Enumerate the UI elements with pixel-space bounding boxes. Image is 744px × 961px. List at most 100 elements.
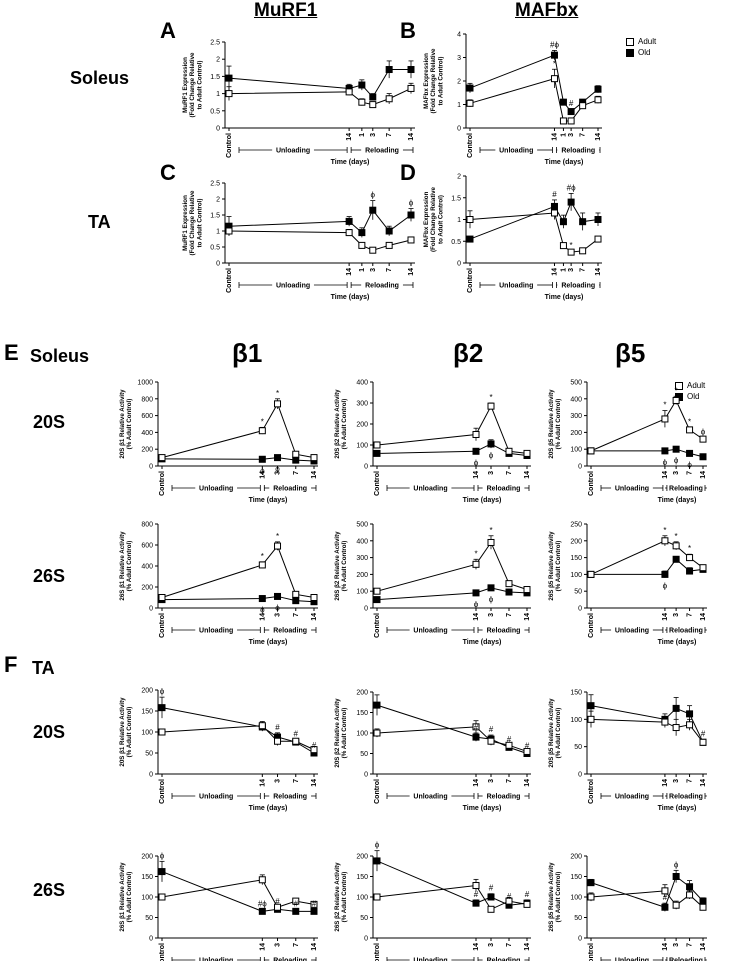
y-tick-label: 300 [356,555,368,562]
y-tick-label: 0 [578,772,582,779]
series-old [466,192,602,243]
x-tick-label: 14 [408,133,415,141]
significance-marker: # [294,730,299,739]
y-tick-label: 500 [356,522,368,529]
x-tick-label: 14 [259,471,266,479]
data-point [487,402,495,410]
data-point [225,227,233,235]
y-tick-label: 400 [356,380,368,387]
x-axis-label: Time (days) [658,639,697,646]
y-axis-label-line: to Adult Control) [437,195,444,244]
y-tick-label: 300 [570,413,582,420]
x-axis-label: Time (days) [249,805,288,812]
x-tick-label: 1 [359,268,366,272]
data-point [661,570,669,578]
y-tick-label: 0 [364,606,368,613]
data-point [505,741,513,749]
series-line [161,879,315,908]
x-tick-label: 3 [275,471,282,475]
x-axis-label: Time (days) [463,639,502,646]
x-tick-label: Control [374,471,381,496]
x-tick-label: 7 [506,779,513,783]
y-axis-label-line: 26S β2 Relative Activity [334,531,341,601]
data-point [587,702,595,710]
data-point [466,99,474,107]
y-tick-label: 600 [141,413,153,420]
series-line [469,212,599,253]
unloading-label: Unloading [413,486,447,493]
x-tick-label: 7 [293,779,300,783]
y-axis-label-line: (Fold Change Relative [189,52,196,118]
y-axis-label-line: 20S β5 Relative Activity [548,389,555,459]
data-point [559,98,567,106]
y-axis-label-line: 26S β5 Relative Activity [548,531,555,601]
panel-label-f: F [4,652,18,677]
chart-c: 0 0.5 1 1.5 2 2.5 MuRF1 Expression(Fold Change… [182,181,415,301]
x-tick-label: 14 [700,471,707,479]
significance-marker: # [489,884,494,893]
y-tick-label: 100 [356,731,368,738]
data-point [225,90,233,98]
data-point [369,93,377,101]
data-point [158,893,166,901]
unloading-label: Unloading [199,486,233,493]
y-tick-label: 200 [141,447,153,454]
y-tick-label: 2.5 [210,40,220,47]
significance-marker: # [275,723,280,732]
data-point [373,587,381,595]
y-axis-label-line: 26S β1 Relative Activity [119,531,126,601]
series-adult [373,720,531,755]
series-adult [158,541,318,601]
reloading-label: Reloading [669,794,703,801]
y-tick-label: 400 [141,564,153,571]
data-point [274,592,282,600]
significance-marker: ϕ [663,458,668,467]
data-point [559,242,567,250]
x-tick-label: Control [226,268,233,293]
significance-marker: # [275,897,280,906]
y-axis-label-line: (Fold Change Relative [430,48,437,114]
x-tick-label: 3 [488,779,495,783]
series-adult [587,710,707,746]
y-tick-label: 400 [570,396,582,403]
y-tick-label: 300 [356,401,368,408]
y-tick-label: 4 [457,32,461,39]
data-point [373,701,381,709]
chart-a: 0 0.5 1 1.5 2 2.5 MuRF1 Expression(Fold Change… [182,40,415,166]
data-point [579,218,587,226]
data-point [523,747,531,755]
x-tick-label: 14 [408,268,415,276]
significance-marker: * [688,544,691,553]
y-tick-label: 200 [570,538,582,545]
reloading-label: Reloading [273,628,307,635]
x-tick-label: 3 [370,268,377,272]
unloading-label: Unloading [199,958,233,961]
y-tick-label: 1 [216,91,220,98]
data-point [672,704,680,712]
significance-marker: * [675,532,678,541]
y-tick-label: 50 [574,589,582,596]
x-tick-label: 7 [293,471,300,475]
x-tick-label: 7 [687,471,694,475]
significance-marker: ϕ [474,458,479,467]
x-tick-label: 14 [311,943,318,951]
row-label-20s-e: 20S [33,412,66,432]
series-adult [587,535,707,578]
y-axis-label-line: (Fold Change Relative [189,190,196,256]
y-tick-label: 1 [457,102,461,109]
x-tick-label: 7 [687,613,694,617]
y-axis-label: 20S β1 Relative Activity(% Adult Control… [119,389,133,459]
significance-marker: # [569,99,574,108]
unloading-label: Unloading [499,148,533,155]
series-old [373,584,531,604]
y-tick-label: 0 [578,936,582,943]
y-tick-label: 50 [145,751,153,758]
x-tick-label: 14 [662,471,669,479]
series-line [376,884,528,910]
series-line [376,541,528,592]
series-old [587,869,707,912]
y-axis-label: MuRF1 Expression(Fold Change Relativeto … [182,190,203,256]
unloading-label: Unloading [199,628,233,635]
y-tick-label: 0 [149,464,153,471]
data-point [579,247,587,255]
